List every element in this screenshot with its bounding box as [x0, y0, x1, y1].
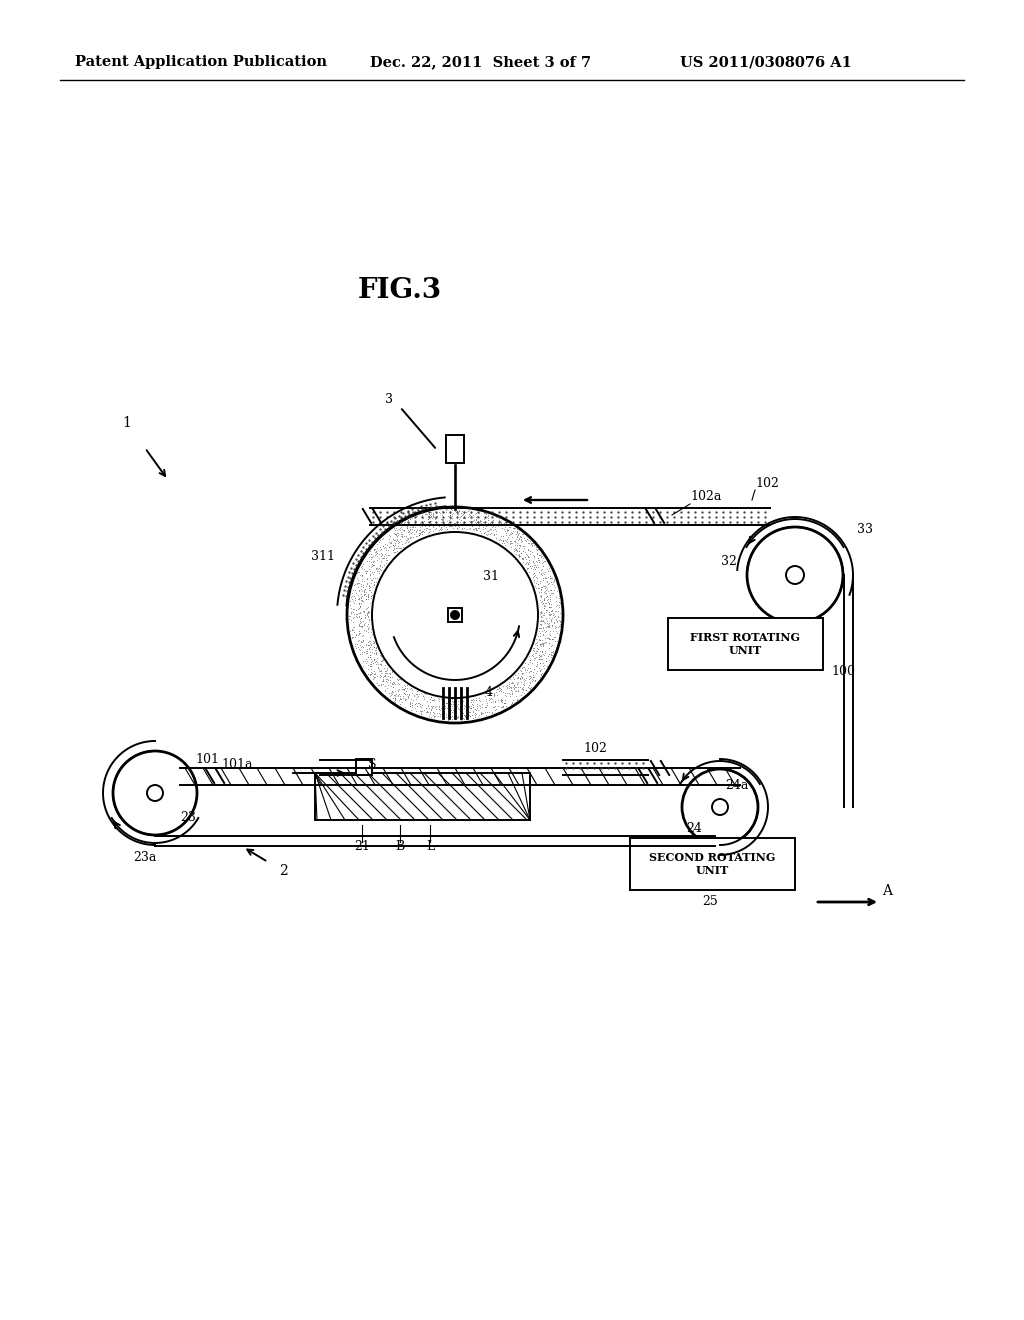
- Bar: [315, 774, 530, 820]
- Text: Patent Application Publication: Patent Application Publication: [75, 55, 327, 69]
- Text: 311: 311: [311, 550, 335, 564]
- Text: 23: 23: [180, 810, 196, 824]
- Text: 23a: 23a: [133, 851, 157, 865]
- Circle shape: [746, 527, 843, 623]
- Bar: [630, 838, 795, 890]
- Text: 25: 25: [702, 895, 718, 908]
- Text: 4: 4: [485, 686, 493, 700]
- Circle shape: [682, 770, 758, 845]
- Bar: [446, 436, 464, 463]
- Text: 102: 102: [583, 742, 607, 755]
- Text: 32: 32: [721, 554, 737, 568]
- Text: 33: 33: [857, 523, 873, 536]
- Text: 24: 24: [686, 822, 702, 836]
- Bar: [356, 759, 372, 775]
- Text: 100: 100: [831, 665, 855, 678]
- Text: Dec. 22, 2011  Sheet 3 of 7: Dec. 22, 2011 Sheet 3 of 7: [370, 55, 591, 69]
- Text: 101: 101: [195, 752, 219, 766]
- Text: US 2011/0308076 A1: US 2011/0308076 A1: [680, 55, 852, 69]
- Text: 101a: 101a: [221, 758, 253, 771]
- Text: 31: 31: [483, 570, 499, 583]
- Text: 102: 102: [755, 477, 779, 490]
- Text: 102a: 102a: [690, 490, 721, 503]
- Circle shape: [113, 751, 197, 836]
- Text: 1: 1: [123, 416, 131, 430]
- Text: 24a: 24a: [725, 779, 749, 792]
- Text: L: L: [426, 840, 434, 853]
- Bar: [449, 609, 462, 622]
- Text: A: A: [882, 884, 892, 898]
- Text: 2: 2: [279, 865, 288, 878]
- Text: B: B: [395, 840, 404, 853]
- Text: FIRST ROTATING
UNIT: FIRST ROTATING UNIT: [690, 632, 801, 656]
- Text: FIG.3: FIG.3: [358, 276, 442, 304]
- Text: 3: 3: [385, 393, 393, 407]
- Bar: [668, 618, 823, 671]
- Text: 21: 21: [354, 840, 370, 853]
- Text: S: S: [368, 758, 377, 771]
- Circle shape: [451, 611, 459, 619]
- Text: SECOND ROTATING
UNIT: SECOND ROTATING UNIT: [649, 853, 776, 876]
